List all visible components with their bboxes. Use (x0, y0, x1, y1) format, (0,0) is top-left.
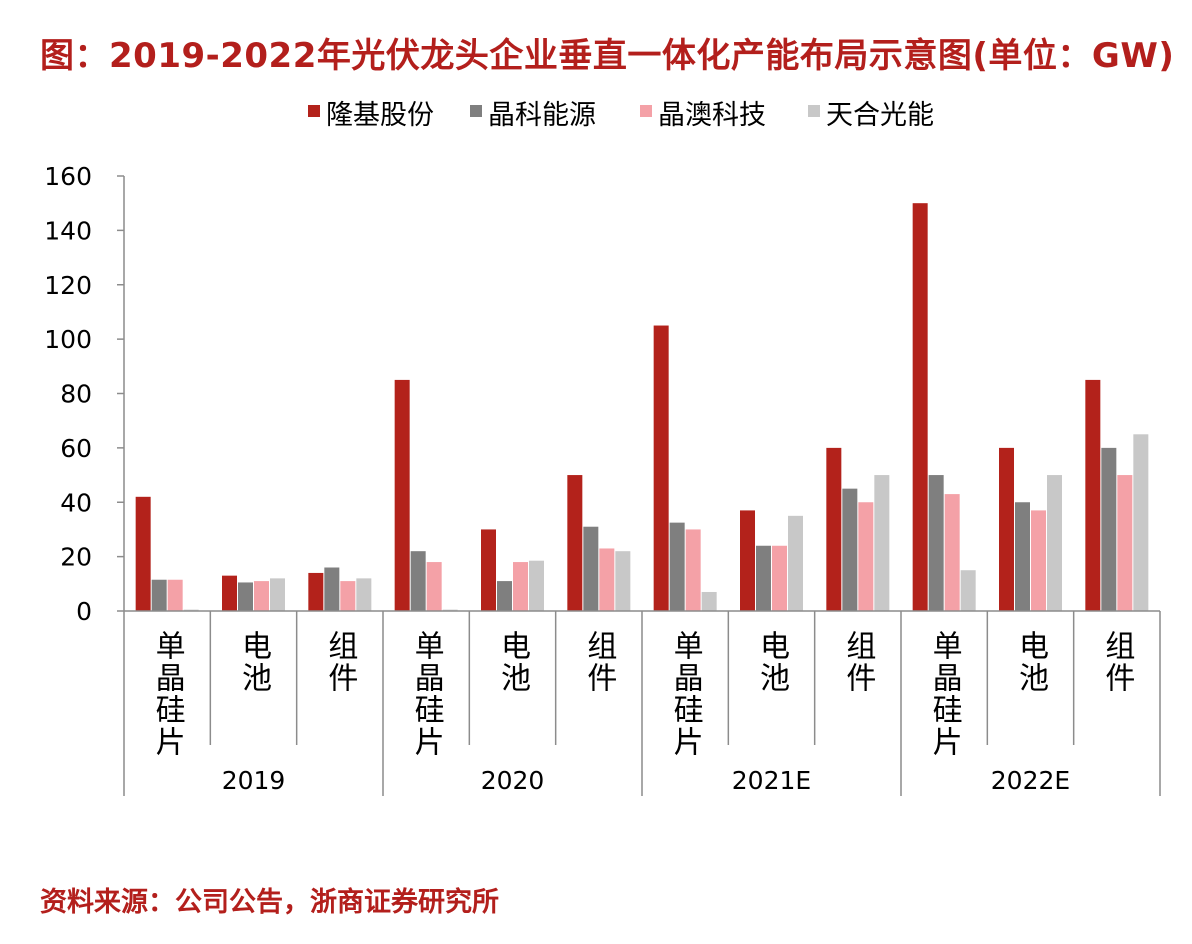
y-tick-label: 80 (60, 380, 92, 409)
bar-2-8 (756, 545, 771, 611)
bar-1-5 (481, 529, 496, 611)
bar-1-7 (653, 325, 669, 611)
legend-label-4: 天合光能 (826, 100, 934, 131)
y-axis: 0 20 40 60 80 100 120 140 160 (44, 162, 125, 626)
bar-4-11 (1047, 475, 1062, 611)
y-tick-label: 0 (76, 597, 92, 626)
bar-2-5 (497, 581, 512, 611)
bar-3-5 (513, 562, 528, 611)
bar-1-10 (912, 203, 928, 611)
x-category-label: 组件 (322, 630, 358, 694)
legend-label-3: 晶澳科技 (658, 100, 766, 131)
bar-2-12 (1101, 447, 1117, 611)
bar-3-12 (1117, 475, 1133, 611)
bar-3-4 (426, 562, 442, 611)
bar-3-7 (685, 529, 701, 611)
y-tick-label: 140 (44, 216, 92, 245)
bar-1-3 (308, 572, 324, 611)
legend-label-1: 隆基股份 (326, 100, 434, 131)
bar-1-9 (826, 447, 842, 611)
bar-1-8 (740, 510, 755, 611)
chart-title: 图：2019-2022年光伏龙头企业垂直一体化产能布局示意图(单位：GW) (40, 36, 1175, 76)
bar-2-6 (583, 526, 599, 611)
bar-3-2 (254, 581, 269, 611)
bar-4-2 (270, 578, 285, 611)
x-category-label: 电池 (495, 630, 530, 694)
bar-2-1 (151, 579, 167, 611)
bar-2-2 (238, 582, 253, 611)
bar-1-2 (222, 575, 237, 611)
y-tick-label: 160 (44, 162, 92, 191)
legend-swatch-3 (640, 105, 652, 117)
bar-4-7 (701, 591, 717, 611)
bar-3-6 (599, 548, 615, 611)
bar-2-7 (669, 522, 685, 611)
bar-1-6 (567, 475, 583, 611)
x-category-label: 单晶硅片 (150, 630, 186, 758)
x-category-label: 组件 (581, 630, 617, 694)
bar-3-11 (1031, 510, 1046, 611)
bar-3-10 (944, 494, 960, 611)
x-category-label: 电池 (236, 630, 271, 694)
bar-3-9 (858, 502, 874, 611)
bars (135, 203, 1149, 611)
bar-2-10 (928, 475, 944, 611)
source-note: 资料来源：公司公告，浙商证券研究所 (40, 887, 499, 918)
bar-4-6 (615, 551, 631, 611)
bar-2-4 (410, 551, 426, 611)
y-tick-label: 60 (60, 434, 92, 463)
y-tick-label: 20 (60, 543, 92, 572)
bar-1-11 (999, 447, 1014, 611)
x-category-label: 单晶硅片 (409, 630, 445, 758)
bar-4-3 (356, 578, 372, 611)
x-group-label: 2022E (991, 766, 1070, 795)
bar-4-9 (874, 475, 890, 611)
y-tick-label: 100 (44, 325, 92, 354)
x-group-label: 2020 (481, 766, 545, 795)
legend-swatch-4 (808, 105, 820, 117)
x-category-label: 单晶硅片 (668, 630, 704, 758)
bar-3-3 (340, 581, 356, 611)
bar-1-4 (394, 379, 410, 611)
bar-2-9 (842, 488, 858, 611)
x-group-label: 2019 (222, 766, 286, 795)
x-category-label: 单晶硅片 (927, 630, 963, 758)
bar-1-1 (135, 496, 151, 611)
legend: 隆基股份 晶科能源 晶澳科技 天合光能 (308, 100, 934, 131)
bar-2-3 (324, 567, 340, 611)
bar-4-12 (1133, 434, 1149, 611)
bar-4-8 (788, 515, 803, 611)
bar-2-11 (1015, 502, 1030, 611)
bar-3-1 (167, 579, 183, 611)
bar-4-10 (960, 570, 976, 611)
x-category-label: 电池 (1013, 630, 1048, 694)
x-group-label: 2021E (732, 766, 811, 795)
legend-label-2: 晶科能源 (488, 100, 596, 131)
x-category-label: 电池 (754, 630, 789, 694)
legend-swatch-1 (308, 105, 320, 117)
x-category-label: 组件 (840, 630, 876, 694)
y-tick-label: 40 (60, 488, 92, 517)
y-tick-label: 120 (44, 271, 92, 300)
bar-4-5 (529, 560, 544, 611)
x-category-label: 组件 (1099, 630, 1135, 694)
bar-3-8 (772, 545, 787, 611)
legend-swatch-2 (470, 105, 482, 117)
bar-1-12 (1085, 379, 1101, 611)
